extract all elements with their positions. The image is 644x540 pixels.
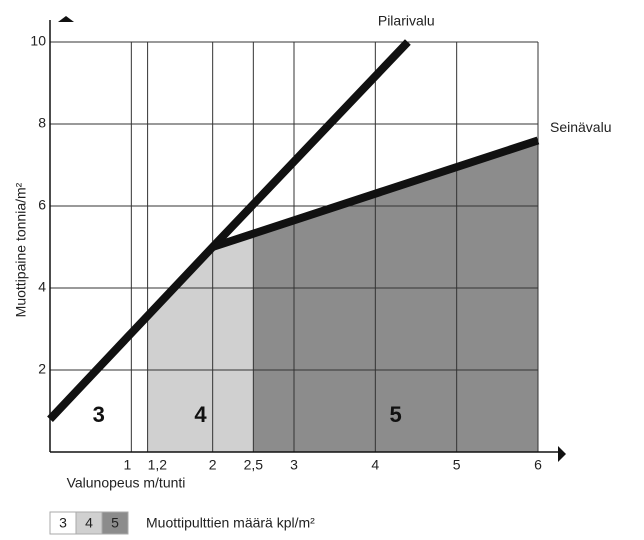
y-axis-title: Muottipaine tonnia/m² <box>13 182 29 317</box>
zone-label: 3 <box>93 402 105 427</box>
x-tick-label: 3 <box>290 457 298 473</box>
zone-label: 5 <box>390 402 402 427</box>
x-tick-label: 2,5 <box>244 457 264 473</box>
zone <box>253 140 539 452</box>
x-tick-label: 2 <box>209 457 217 473</box>
x-tick-label: 6 <box>534 457 542 473</box>
y-tick-label: 8 <box>38 115 46 131</box>
y-tick-label: 6 <box>38 197 46 213</box>
legend-label: 5 <box>111 515 119 531</box>
zone <box>50 315 148 452</box>
legend-label: 4 <box>85 515 93 531</box>
legend-title: Muottipulttien määrä kpl/m² <box>146 515 315 531</box>
x-tick-label: 5 <box>453 457 461 473</box>
x-tick-label: 4 <box>371 457 379 473</box>
legend-swatch <box>101 511 129 535</box>
zone-label: 4 <box>194 402 207 427</box>
series-line <box>211 136 540 251</box>
legend-label: 3 <box>59 515 67 531</box>
y-tick-label: 10 <box>30 33 46 49</box>
y-tick-label: 2 <box>38 361 46 377</box>
series-label: Seinävalu <box>550 119 612 135</box>
x-tick-label: 1,2 <box>148 457 168 473</box>
y-tick-label: 4 <box>38 279 46 295</box>
x-tick-label: 1 <box>124 457 132 473</box>
series-label: Pilarivalu <box>378 13 435 29</box>
y-axis-arrow <box>58 16 74 22</box>
x-axis-arrow <box>558 446 566 462</box>
x-axis-title: Valunopeus m/tunti <box>67 475 186 491</box>
